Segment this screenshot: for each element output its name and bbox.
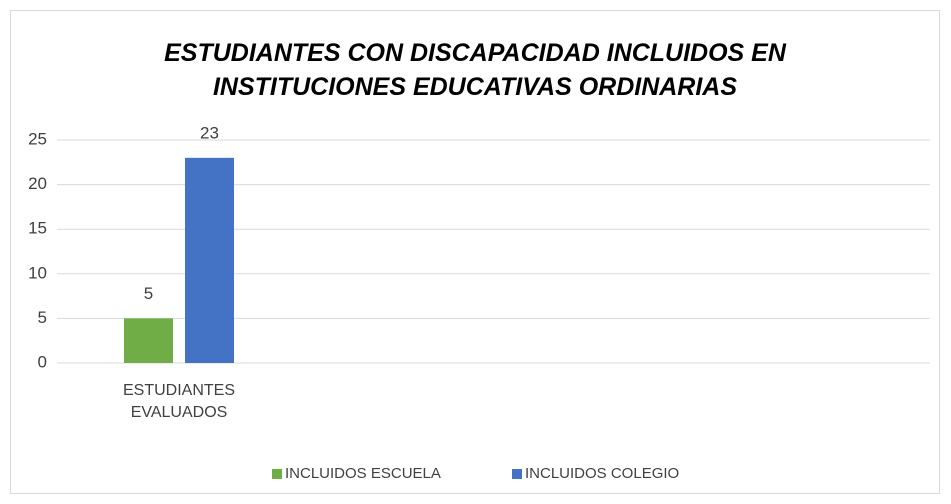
- y-tick-label: 20: [28, 174, 47, 193]
- bar: [185, 157, 234, 363]
- y-tick-label: 10: [28, 263, 47, 282]
- data-label: 5: [144, 284, 153, 303]
- data-label: 23: [200, 123, 219, 142]
- legend-label: INCLUIDOS ESCUELA: [285, 465, 441, 482]
- legend-swatch: [512, 469, 522, 479]
- y-tick-label: 15: [28, 219, 47, 238]
- bar: [124, 318, 173, 363]
- legend-label: INCLUIDOS COLEGIO: [525, 465, 679, 482]
- chart-title: ESTUDIANTES CON DISCAPACIDAD INCLUIDOS E…: [164, 39, 786, 101]
- y-tick-label: 5: [38, 308, 47, 327]
- x-tick-label: ESTUDIANTES EVALUADOS: [122, 382, 235, 421]
- chart-border: [10, 10, 940, 494]
- y-tick-label: 0: [38, 352, 47, 371]
- legend-swatch: [272, 469, 282, 479]
- y-tick-label: 25: [28, 129, 47, 148]
